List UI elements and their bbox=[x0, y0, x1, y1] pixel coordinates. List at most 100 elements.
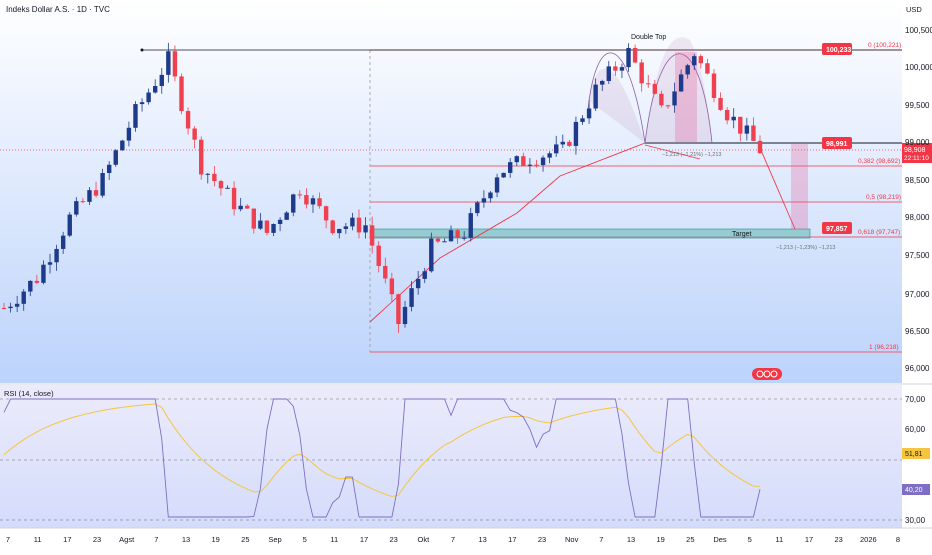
candle-down bbox=[323, 206, 329, 221]
candle-up bbox=[205, 173, 210, 175]
candle-up bbox=[100, 173, 105, 196]
time-tick: 11 bbox=[34, 535, 42, 544]
candle-down bbox=[172, 51, 178, 77]
time-tick: 13 bbox=[182, 535, 190, 544]
candle-up bbox=[488, 192, 493, 199]
candle-down bbox=[639, 62, 644, 84]
time-tick: 13 bbox=[478, 535, 486, 544]
candle-down bbox=[698, 56, 704, 64]
candle-up bbox=[14, 303, 20, 307]
fib-label-618: 0,618 (97,747) bbox=[858, 229, 900, 236]
candle-up bbox=[28, 280, 33, 292]
fib-label-382: 0,382 (98,692) bbox=[858, 158, 900, 165]
price-label-target: 97,857 bbox=[826, 226, 848, 233]
time-tick: 23 bbox=[538, 535, 546, 544]
time-tick: 25 bbox=[241, 535, 249, 544]
candle-down bbox=[455, 230, 460, 238]
time-tick: Agst bbox=[119, 535, 135, 544]
candle-up bbox=[337, 228, 342, 234]
candle-up bbox=[678, 74, 684, 92]
double-top-arc bbox=[587, 52, 713, 144]
price-tick: 100,500 bbox=[905, 26, 932, 35]
time-axis: 7 11 17 23 Agst 7 13 19 25 Sep 5 11 17 23 Okt 7 13 17 23 No… bbox=[6, 535, 900, 544]
measure-bottom-label: −1,213 (−1,23%) −1,213 bbox=[776, 245, 835, 251]
time-tick: 7 bbox=[6, 535, 10, 544]
candle-down bbox=[80, 201, 86, 203]
candle-down bbox=[534, 164, 539, 166]
candle-up bbox=[580, 118, 585, 122]
candle-up bbox=[166, 51, 171, 75]
candle-up bbox=[277, 219, 283, 225]
candle-up bbox=[448, 230, 454, 242]
tradingview-logo-icon bbox=[752, 368, 782, 380]
double-top-label: Double Top bbox=[631, 34, 666, 41]
candle-down bbox=[317, 198, 322, 207]
price-tick: 99,500 bbox=[905, 101, 930, 110]
candle-up bbox=[343, 226, 349, 229]
candle-down bbox=[297, 194, 303, 196]
time-tick: Nov bbox=[565, 535, 579, 544]
candle-up bbox=[501, 172, 506, 178]
candle-up bbox=[626, 47, 631, 68]
price-tick: 97,500 bbox=[905, 251, 930, 260]
time-tick: 17 bbox=[805, 535, 813, 544]
candle-up bbox=[74, 201, 79, 215]
measure-arrow bbox=[644, 144, 701, 160]
time-tick: 11 bbox=[775, 535, 783, 544]
candle-down bbox=[185, 111, 191, 129]
candle-up bbox=[527, 164, 533, 166]
time-tick: Okt bbox=[417, 535, 430, 544]
candle-down bbox=[212, 173, 217, 182]
rsi-ma-value: 51,81 bbox=[905, 451, 923, 458]
candle-up bbox=[573, 121, 579, 146]
candle-up bbox=[494, 177, 500, 193]
chart-title: Indeks Dollar A.S. · 1D · TVC bbox=[6, 5, 110, 14]
candle-down bbox=[711, 73, 717, 98]
time-tick: 17 bbox=[63, 535, 71, 544]
price-scale-bg bbox=[902, 0, 932, 550]
candle-down bbox=[396, 294, 401, 325]
candle-down bbox=[521, 156, 526, 166]
candle-down bbox=[231, 187, 237, 210]
candle-up bbox=[258, 220, 263, 229]
candle-up bbox=[514, 156, 519, 163]
time-tick: 7 bbox=[154, 535, 158, 544]
rsi-current-value: 40,20 bbox=[905, 487, 923, 494]
time-tick: Sep bbox=[268, 535, 281, 544]
candle-up bbox=[271, 224, 276, 233]
candle-up bbox=[291, 194, 296, 213]
time-tick: 7 bbox=[599, 535, 603, 544]
candle-up bbox=[619, 67, 625, 71]
candle-down bbox=[652, 83, 658, 94]
candle-down bbox=[389, 278, 395, 295]
candle-down bbox=[718, 97, 723, 110]
candle-up bbox=[54, 248, 59, 263]
candle-up bbox=[60, 235, 66, 249]
candle-up bbox=[8, 306, 13, 309]
candle-up bbox=[225, 187, 230, 189]
candle-down bbox=[199, 139, 204, 175]
candle-up bbox=[350, 217, 355, 227]
rsi-ma-tag: 51,81 bbox=[902, 448, 930, 459]
price-label-target-tag: 97,857 bbox=[822, 222, 852, 234]
currency-label: USD bbox=[906, 5, 922, 14]
candle-up bbox=[284, 212, 289, 220]
candle-up bbox=[402, 306, 408, 325]
target-zone-label: Target bbox=[732, 231, 752, 238]
rsi-pane-bg bbox=[0, 385, 902, 528]
price-axis: 100,500 100,000 99,500 99,000 98,500 98,… bbox=[905, 26, 932, 373]
high-reference-dot bbox=[140, 48, 144, 52]
candle-down bbox=[179, 76, 184, 112]
time-tick: 8 bbox=[896, 535, 900, 544]
candle-down bbox=[369, 225, 375, 246]
candles-group bbox=[1, 42, 763, 333]
candle-up bbox=[67, 214, 72, 236]
candle-up bbox=[606, 66, 611, 81]
candle-up bbox=[415, 278, 421, 289]
candle-down bbox=[613, 66, 618, 71]
candle-down bbox=[34, 280, 40, 283]
fib-label-5: 0,5 (98,219) bbox=[866, 194, 901, 201]
double-top-fill bbox=[588, 37, 712, 143]
